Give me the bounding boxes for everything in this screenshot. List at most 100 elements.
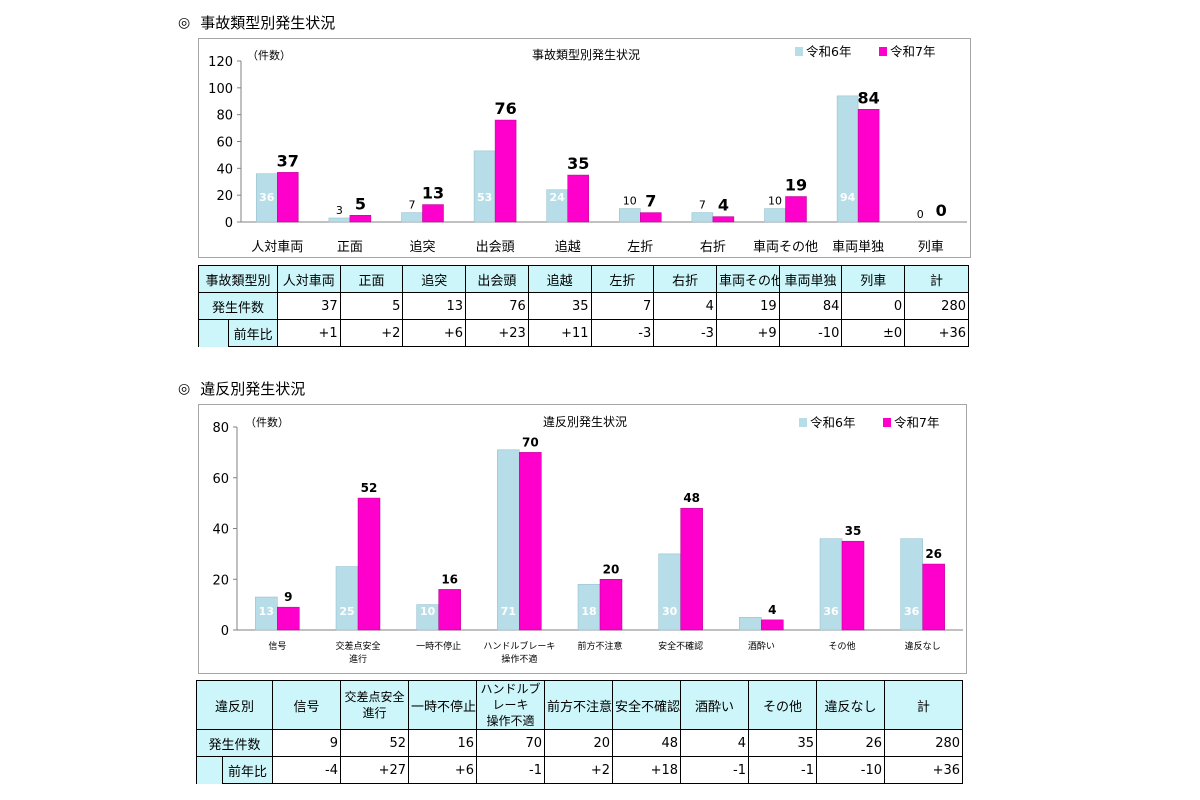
bullet-mark: ◎ bbox=[178, 380, 191, 397]
table-cell: 5 bbox=[339, 292, 404, 320]
data-label-prev: 13 bbox=[259, 605, 274, 618]
column-header-line: 違反なし bbox=[824, 699, 877, 715]
bar-prev-year bbox=[497, 449, 520, 631]
data-label-curr: 37 bbox=[277, 151, 299, 170]
data-label-prev: 18 bbox=[581, 605, 596, 618]
bar-curr-year bbox=[422, 204, 444, 223]
table-cell: 19 bbox=[715, 292, 780, 320]
table-spacer-cell bbox=[197, 319, 230, 347]
y-tick-label: 60 bbox=[216, 136, 233, 151]
table-cell: 35 bbox=[527, 292, 592, 320]
column-header-line: その他 bbox=[763, 699, 803, 715]
data-label-curr: 20 bbox=[603, 562, 620, 576]
table-cell: +1 bbox=[276, 319, 341, 347]
section-heading-violation: ◎ 違反別発生状況 bbox=[178, 378, 305, 399]
data-label-curr: 84 bbox=[857, 88, 879, 107]
chart-violation: 0 20 40 60 80 違反別発生状況 （件数） 令和6年 令和7年 13 9 信号 25 52 交差点… bbox=[212, 414, 963, 665]
table-row-yoy: 前年比 +1 +2 +6 +23 +11 -3 -3 +9 -10 ±0 +36 bbox=[197, 319, 969, 347]
data-label-curr: 19 bbox=[785, 176, 807, 195]
table-cell: 26 bbox=[816, 729, 886, 757]
chart-violation-frame: 0 20 40 60 80 違反別発生状況 （件数） 令和6年 令和7年 13 9 信号 25 52 交差点… bbox=[198, 404, 967, 674]
table-column-header: 出会頭 bbox=[465, 265, 529, 293]
y-tick-label: 100 bbox=[208, 82, 233, 97]
table-cell: 76 bbox=[465, 292, 529, 320]
x-category-label: 進行 bbox=[349, 653, 367, 665]
table-cell: +6 bbox=[402, 319, 467, 347]
data-label-curr: 76 bbox=[494, 99, 516, 118]
table-column-header: ハンドルブレーキ 操作不適 bbox=[476, 680, 546, 730]
bar-curr-year bbox=[349, 215, 372, 223]
bar-curr-year bbox=[494, 119, 517, 223]
table-column-header: 計 bbox=[884, 680, 964, 730]
bar-prev-year bbox=[401, 212, 423, 223]
table-cell: 52 bbox=[340, 729, 410, 757]
table-cell: 13 bbox=[402, 292, 467, 320]
bar-curr-year bbox=[785, 196, 807, 223]
table-column-header: 信号 bbox=[272, 680, 342, 730]
y-tick-label: 80 bbox=[212, 421, 229, 436]
table-cell: 84 bbox=[778, 292, 843, 320]
table-row-count: 発生件数 9 52 16 70 20 48 4 35 26 280 bbox=[195, 729, 964, 757]
data-label-prev: 53 bbox=[477, 191, 492, 204]
data-label-prev: 36 bbox=[259, 191, 275, 204]
table-cell: 7 bbox=[590, 292, 655, 320]
bar-curr-year bbox=[761, 619, 784, 631]
table-column-header: 正面 bbox=[339, 265, 404, 293]
table-column-header: 追突 bbox=[402, 265, 467, 293]
bar-curr-year bbox=[841, 540, 865, 631]
x-category-label: 信号 bbox=[268, 640, 286, 652]
column-header-line: 操作不適 bbox=[486, 714, 535, 728]
table-row-count: 発生件数 37 5 13 76 35 7 4 19 84 0 280 bbox=[198, 292, 969, 320]
column-header-line: 安全不確認 bbox=[615, 699, 681, 715]
table-cell: -10 bbox=[778, 319, 843, 347]
y-tick-label: 0 bbox=[225, 216, 233, 231]
bar-curr-year bbox=[438, 589, 461, 631]
section-title: 違反別発生状況 bbox=[200, 380, 306, 398]
table-cell: +2 bbox=[339, 319, 404, 347]
table-cell: 280 bbox=[904, 292, 969, 320]
table-row-label: 前年比 bbox=[221, 756, 274, 784]
section-heading-accident-type: ◎ 事故類型別発生状況 bbox=[178, 12, 335, 33]
table-cell: 37 bbox=[276, 292, 341, 320]
table-column-header: 車両その他 bbox=[715, 265, 780, 293]
x-category-label: 車両その他 bbox=[753, 240, 818, 255]
table-column-header: 交差点安全 進行 bbox=[340, 680, 410, 730]
x-category-label: その他 bbox=[828, 640, 855, 652]
data-label-curr: 4 bbox=[768, 603, 776, 617]
table-cell: 35 bbox=[748, 729, 818, 757]
y-tick-label: 40 bbox=[216, 162, 233, 177]
x-category-label: 酒酔い bbox=[748, 640, 775, 652]
table-cell: +9 bbox=[715, 319, 780, 347]
data-label-prev: 10 bbox=[623, 195, 637, 208]
x-category-label: 列車 bbox=[918, 240, 944, 255]
table-cell: -10 bbox=[816, 756, 886, 784]
y-tick-label: 0 bbox=[221, 624, 229, 639]
column-header-line: 交差点安全 bbox=[344, 690, 405, 704]
bar-prev-year bbox=[328, 217, 351, 223]
data-label-curr: 35 bbox=[567, 154, 589, 173]
x-category-label: 違反なし bbox=[905, 640, 941, 652]
legend-swatch-prev bbox=[799, 418, 807, 427]
column-header-line: 進行 bbox=[362, 706, 387, 720]
table-column-header: その他 bbox=[748, 680, 818, 730]
bar-curr-year bbox=[567, 174, 589, 223]
table-row-header: 事故類型別 bbox=[198, 265, 278, 293]
bar-curr-year bbox=[519, 452, 542, 631]
data-label-prev: 0 bbox=[917, 208, 924, 221]
data-label-curr: 5 bbox=[355, 194, 366, 213]
table-spacer-cell bbox=[196, 756, 223, 784]
column-header-line: 酒酔い bbox=[695, 699, 735, 715]
y-tick-label: 20 bbox=[212, 573, 229, 588]
bar-curr-year bbox=[357, 497, 381, 631]
legend-label-prev: 令和6年 bbox=[810, 415, 855, 430]
table-column-header: 追越 bbox=[527, 265, 592, 293]
table-column-header: 前方不注意 bbox=[544, 680, 614, 730]
table-cell: 0 bbox=[841, 292, 906, 320]
column-header-line: 信号 bbox=[293, 699, 320, 715]
table-cell: 16 bbox=[408, 729, 478, 757]
bar-prev-year bbox=[739, 617, 762, 631]
table-column-header: 右折 bbox=[653, 265, 717, 293]
table-cell: 280 bbox=[884, 729, 964, 757]
x-category-label: ハンドルブレーキ bbox=[483, 640, 555, 652]
bar-prev-year bbox=[764, 208, 786, 223]
